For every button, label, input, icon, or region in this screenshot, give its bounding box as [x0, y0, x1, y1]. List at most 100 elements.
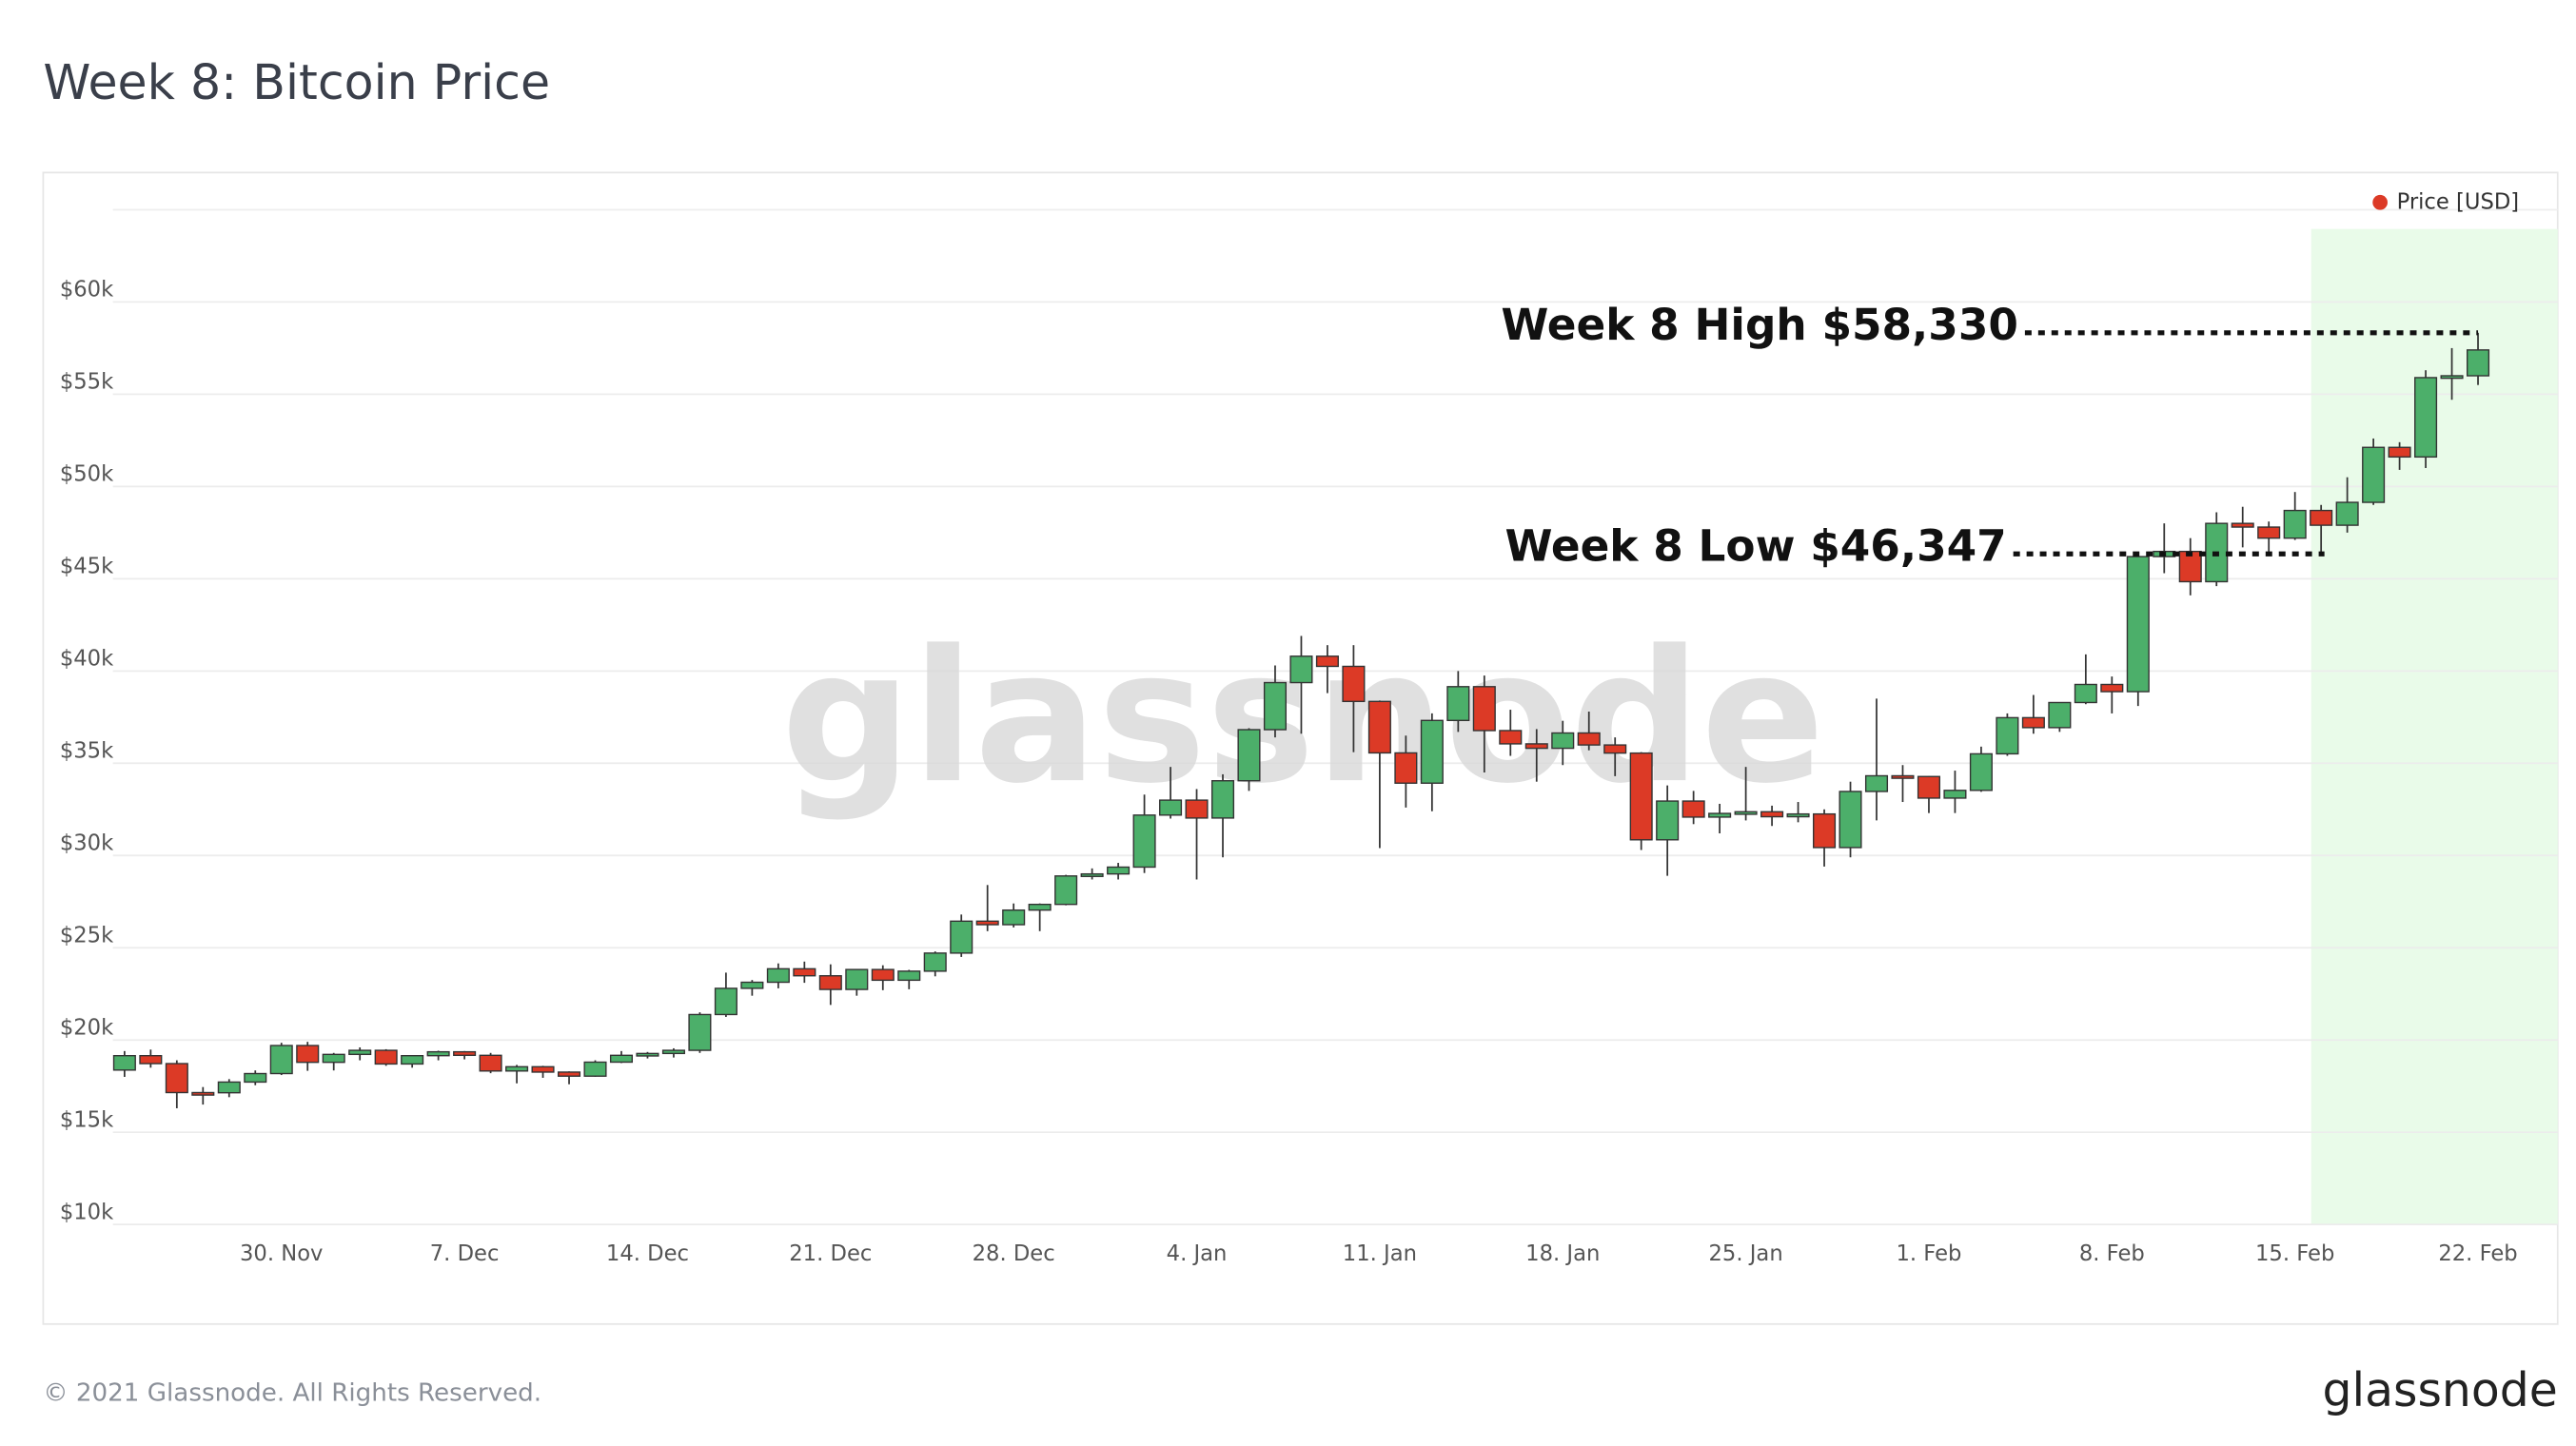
candle-body [2283, 509, 2307, 539]
x-tick-label: 14. Dec [606, 1241, 689, 1266]
x-tick-label: 25. Jan [1709, 1241, 1783, 1266]
chart-title: Week 8: Bitcoin Price [43, 54, 550, 110]
candle-body [2126, 556, 2150, 693]
y-tick-label: $10k [60, 1200, 114, 1224]
candle-body [1367, 700, 1391, 754]
candle-body [1394, 752, 1418, 784]
candle-body [897, 970, 921, 982]
candle-body [2388, 446, 2411, 459]
candle-body [661, 1049, 685, 1055]
candle-body [2362, 446, 2386, 503]
candle-body [557, 1071, 581, 1077]
candle-body [1734, 811, 1758, 815]
candle-body [2231, 522, 2254, 528]
candle-body [217, 1081, 241, 1094]
candle-body [1839, 791, 1862, 849]
candle-body [112, 1055, 136, 1071]
candle-body [1656, 800, 1680, 841]
candle-body [766, 967, 790, 984]
x-tick-label: 1. Feb [1896, 1241, 1961, 1266]
candle-body [740, 981, 764, 989]
candle-body [1524, 743, 1548, 750]
candle-body [1237, 729, 1261, 782]
candle-body [1786, 812, 1810, 818]
candle-body [1760, 811, 1784, 818]
y-tick-label: $50k [60, 462, 114, 487]
candle-body [1446, 686, 1470, 721]
candle-body [1864, 774, 1889, 792]
candle-body [244, 1072, 267, 1084]
candle-body [1028, 903, 1052, 911]
candle-body [1996, 716, 2019, 755]
candle-body [1420, 719, 1444, 784]
candle-body [950, 920, 973, 954]
x-tick-label: 21. Dec [789, 1241, 872, 1266]
candle-body [1080, 872, 1104, 877]
x-tick-label: 18. Jan [1525, 1241, 1600, 1266]
y-tick-label: $40k [60, 647, 114, 672]
watermark: glassnode [781, 612, 1825, 824]
candle-body [1681, 800, 1705, 818]
candle-body [2466, 349, 2490, 377]
candle-body [2257, 526, 2281, 539]
x-tick-label: 15. Feb [2255, 1241, 2334, 1266]
candle-body [1289, 655, 1313, 684]
candle-body [296, 1045, 320, 1064]
candle-body [426, 1050, 450, 1057]
candle-body [1472, 686, 1496, 732]
x-tick-label: 22. Feb [2438, 1241, 2517, 1266]
candle-body [1577, 732, 1601, 746]
candle-body [2414, 377, 2438, 459]
x-tick-label: 11. Jan [1343, 1241, 1417, 1266]
candle-body [1499, 730, 1523, 745]
candle-body [139, 1055, 163, 1065]
candle-body [1813, 812, 1837, 849]
candle-body [2048, 701, 2072, 729]
candle-body [453, 1050, 477, 1057]
y-tick-label: $15k [60, 1107, 114, 1132]
candle-body [1054, 875, 1078, 906]
legend-label: Price [USD] [2397, 189, 2520, 214]
candle-body [871, 968, 895, 982]
candle-body [1185, 799, 1209, 819]
logo: glassnode [2323, 1363, 2558, 1417]
x-tick-label: 30. Nov [240, 1241, 323, 1266]
candle-body [1891, 774, 1915, 779]
candle-body [1159, 799, 1183, 816]
candle-body [583, 1061, 607, 1077]
candle-body [1002, 909, 1026, 926]
candle-body [269, 1045, 293, 1075]
candle-body [845, 968, 869, 990]
candle-body [1629, 752, 1653, 841]
candle-body [479, 1054, 502, 1072]
y-tick-label: $60k [60, 278, 114, 303]
candle-body [2100, 683, 2124, 693]
y-tick-label: $30k [60, 831, 114, 856]
x-tick-label: 8. Feb [2079, 1241, 2145, 1266]
candle-body [348, 1049, 372, 1056]
x-tick-label: 4. Jan [1167, 1241, 1228, 1266]
candle-body [1551, 732, 1575, 750]
candle-body [1263, 681, 1288, 731]
candle-body [374, 1049, 398, 1065]
candle-body [2335, 501, 2359, 526]
candle-body [165, 1063, 188, 1094]
candle-body [1210, 780, 1235, 819]
candle-body [2021, 716, 2045, 729]
candle-body [1315, 655, 1339, 668]
candle-body [1603, 744, 1627, 754]
candle-body [2310, 509, 2333, 526]
candle-body [322, 1053, 345, 1064]
candle-body [688, 1013, 712, 1051]
legend-swatch [2372, 194, 2388, 210]
candle-body [1708, 812, 1732, 818]
y-tick-label: $25k [60, 924, 114, 948]
y-tick-label: $20k [60, 1016, 114, 1041]
candle-body [923, 952, 947, 972]
candle-body [1917, 775, 1940, 799]
candle-body [401, 1055, 424, 1065]
y-tick-label: $55k [60, 370, 114, 395]
candle-body [1943, 790, 1967, 799]
candle-body [2074, 683, 2097, 704]
